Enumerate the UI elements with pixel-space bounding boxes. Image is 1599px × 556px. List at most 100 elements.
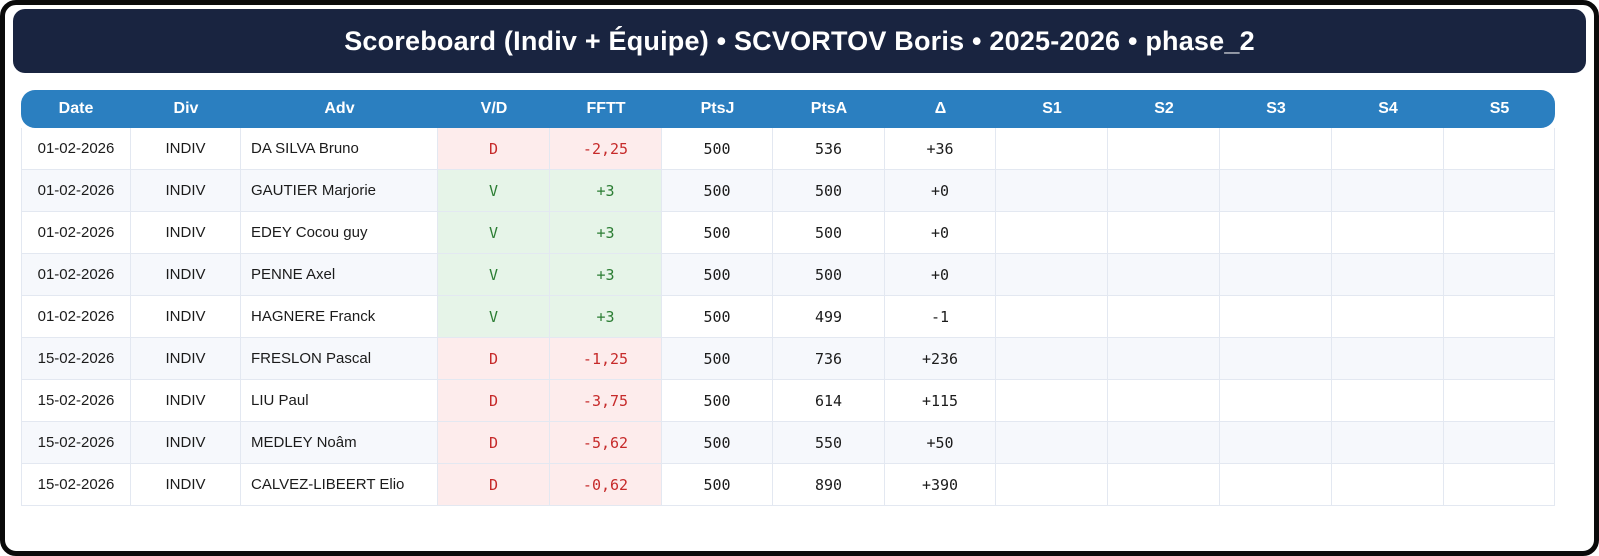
cell-adv-text: EDEY Cocou guy	[251, 223, 368, 241]
cell-fftt-text: +3	[596, 181, 615, 200]
cell-s2	[1108, 170, 1220, 212]
cell-ptsj-text: 500	[703, 433, 731, 452]
table-row: 15-02-2026 INDIV CALVEZ-LIBEERT Elio D -0,62…	[21, 464, 1555, 506]
cell-date-text: 15-02-2026	[37, 476, 115, 493]
cell-s2	[1108, 422, 1220, 464]
cell-delta: +115	[885, 380, 996, 422]
cell-div: INDIV	[131, 464, 241, 506]
column-header-adv: Adv	[241, 90, 438, 128]
cell-ptsa: 500	[773, 170, 885, 212]
cell-div-text: INDIV	[165, 224, 206, 241]
column-header-s4: S4	[1332, 90, 1444, 128]
cell-ptsj-text: 500	[703, 349, 731, 368]
table-row: 01-02-2026 INDIV PENNE Axel V +3 500 500 +0	[21, 254, 1555, 296]
cell-adv: CALVEZ-LIBEERT Elio	[241, 464, 438, 506]
cell-div-text: INDIV	[165, 266, 206, 283]
cell-delta: +36	[885, 128, 996, 170]
cell-vd-text: V	[488, 307, 499, 326]
column-header-delta: Δ	[885, 90, 996, 128]
column-header-s2: S2	[1108, 90, 1220, 128]
cell-adv: MEDLEY Noâm	[241, 422, 438, 464]
cell-adv: GAUTIER Marjorie	[241, 170, 438, 212]
cell-ptsa-text: 500	[814, 181, 843, 200]
cell-ptsj-text: 500	[703, 307, 731, 326]
column-header-date: Date	[21, 90, 131, 128]
cell-s3	[1220, 212, 1332, 254]
column-header-vd: V/D	[438, 90, 550, 128]
table-row: 15-02-2026 INDIV FRESLON Pascal D -1,25 500 73…	[21, 338, 1555, 380]
cell-date-text: 01-02-2026	[37, 224, 115, 241]
cell-ptsa: 736	[773, 338, 885, 380]
cell-adv-text: LIU Paul	[251, 391, 309, 409]
cell-s5	[1444, 380, 1555, 422]
cell-vd-text: V	[488, 181, 499, 200]
cell-s3	[1220, 464, 1332, 506]
cell-delta: +0	[885, 254, 996, 296]
cell-vd-text: D	[488, 349, 499, 368]
cell-date-text: 15-02-2026	[37, 434, 115, 451]
cell-ptsa-text: 500	[814, 265, 843, 284]
cell-s3	[1220, 296, 1332, 338]
cell-s4	[1332, 338, 1444, 380]
cell-ptsa-text: 536	[814, 139, 843, 158]
cell-ptsa-text: 614	[814, 391, 843, 410]
cell-date: 15-02-2026	[21, 380, 131, 422]
cell-adv-text: PENNE Axel	[251, 265, 336, 283]
cell-ptsj: 500	[662, 170, 773, 212]
table-row: 15-02-2026 INDIV MEDLEY Noâm D -5,62 500 550 +5…	[21, 422, 1555, 464]
cell-s2	[1108, 296, 1220, 338]
cell-s3	[1220, 338, 1332, 380]
cell-delta-text: +0	[930, 223, 950, 242]
cell-delta-text: +390	[921, 475, 959, 494]
column-header-div: Div	[131, 90, 241, 128]
cell-delta-text: +0	[930, 265, 950, 284]
cell-ptsa-text: 550	[814, 433, 843, 452]
cell-fftt-text: -2,25	[582, 139, 629, 158]
cell-s4	[1332, 464, 1444, 506]
cell-s5	[1444, 338, 1555, 380]
cell-delta: -1	[885, 296, 996, 338]
cell-s5	[1444, 296, 1555, 338]
cell-adv-text: CALVEZ-LIBEERT Elio	[251, 475, 405, 493]
cell-delta-text: +50	[926, 433, 954, 452]
cell-ptsa: 614	[773, 380, 885, 422]
cell-s4	[1332, 296, 1444, 338]
cell-date-text: 15-02-2026	[37, 392, 115, 409]
cell-delta-text: +115	[921, 391, 959, 410]
cell-ptsa: 500	[773, 254, 885, 296]
cell-s2	[1108, 212, 1220, 254]
cell-date: 15-02-2026	[21, 422, 131, 464]
cell-date-text: 15-02-2026	[37, 350, 115, 367]
cell-ptsj: 500	[662, 464, 773, 506]
cell-vd-text: D	[488, 433, 499, 452]
cell-s5	[1444, 128, 1555, 170]
table-row: 01-02-2026 INDIV HAGNERE Franck V +3 500 499 -1	[21, 296, 1555, 338]
cell-div: INDIV	[131, 338, 241, 380]
cell-s1	[996, 338, 1108, 380]
cell-s5	[1444, 422, 1555, 464]
cell-s1	[996, 170, 1108, 212]
column-header-ptsa: PtsA	[773, 90, 885, 128]
cell-ptsa-text: 736	[814, 349, 843, 368]
cell-s4	[1332, 380, 1444, 422]
cell-s1	[996, 464, 1108, 506]
cell-fftt: +3	[550, 212, 662, 254]
cell-adv: HAGNERE Franck	[241, 296, 438, 338]
table-row: 01-02-2026 INDIV DA SILVA Bruno D -2,25 500 53…	[21, 128, 1555, 170]
cell-ptsa-text: 890	[814, 475, 843, 494]
cell-delta-text: -1	[930, 307, 950, 326]
cell-s3	[1220, 254, 1332, 296]
cell-fftt-text: -0,62	[582, 475, 629, 494]
cell-fftt-text: +3	[596, 307, 615, 326]
cell-fftt: -2,25	[550, 128, 662, 170]
cell-ptsa-text: 500	[814, 223, 843, 242]
cell-ptsj-text: 500	[703, 475, 731, 494]
cell-vd-text: V	[488, 223, 499, 242]
cell-delta: +390	[885, 464, 996, 506]
cell-s2	[1108, 254, 1220, 296]
cell-ptsj: 500	[662, 380, 773, 422]
cell-s2	[1108, 338, 1220, 380]
cell-date-text: 01-02-2026	[37, 308, 115, 325]
cell-vd-text: V	[488, 265, 499, 284]
